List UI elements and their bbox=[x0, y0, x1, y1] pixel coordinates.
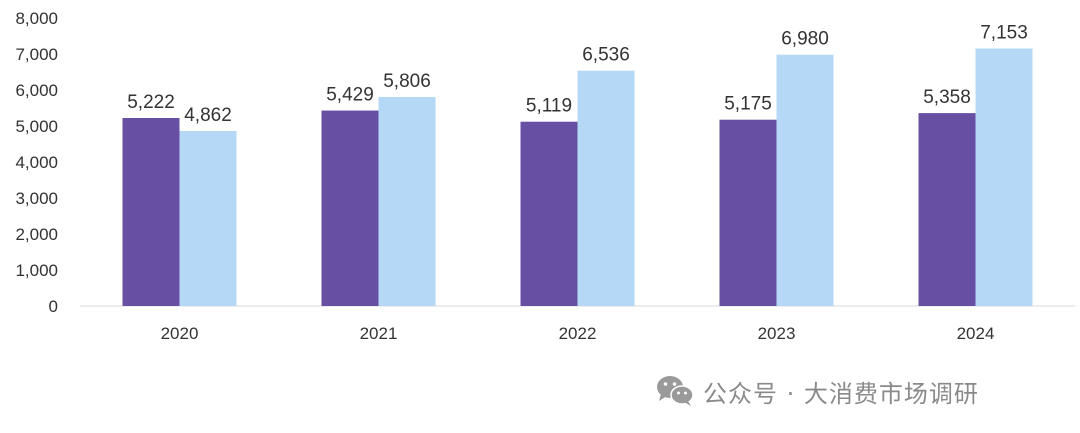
data-label: 5,429 bbox=[326, 85, 374, 106]
data-label: 7,153 bbox=[980, 22, 1028, 43]
data-label: 6,536 bbox=[582, 45, 630, 66]
x-category-label: 2021 bbox=[360, 324, 398, 343]
bar-2021-series-2 bbox=[378, 96, 436, 306]
bar-2024-series-2 bbox=[975, 48, 1033, 306]
y-tick-label: 0 bbox=[49, 297, 58, 316]
x-category-label: 2020 bbox=[161, 324, 199, 343]
y-tick-label: 1,000 bbox=[15, 261, 58, 280]
data-label: 5,119 bbox=[526, 96, 572, 117]
bars bbox=[122, 48, 1033, 307]
y-tick-label: 8,000 bbox=[15, 9, 58, 28]
watermark: 公众号 · 大消费市场调研 bbox=[655, 371, 979, 411]
bar-2023-series-2 bbox=[776, 54, 834, 306]
data-label: 5,358 bbox=[923, 87, 971, 108]
data-labels: 5,222 4,862 5,429 5,806 5,119 6,536 5,175 6,980… bbox=[127, 22, 1028, 125]
bar-2024-series-1 bbox=[918, 113, 976, 306]
y-tick-label: 2,000 bbox=[15, 225, 58, 244]
y-tick-label: 7,000 bbox=[15, 45, 58, 64]
bar-2022-series-2 bbox=[577, 70, 635, 306]
y-axis-ticks: 0 1,000 2,000 3,000 4,000 5,000 6,000 7,000 8,00… bbox=[15, 9, 58, 316]
bar-2020-series-2 bbox=[179, 130, 237, 306]
y-tick-label: 4,000 bbox=[15, 153, 58, 172]
data-label: 4,862 bbox=[184, 105, 232, 126]
data-label: 5,806 bbox=[383, 71, 431, 92]
x-category-label: 2022 bbox=[559, 324, 597, 343]
data-label: 6,980 bbox=[781, 29, 829, 50]
bar-2021-series-1 bbox=[321, 110, 379, 306]
data-label: 5,222 bbox=[127, 92, 175, 113]
bar-2022-series-1 bbox=[520, 121, 578, 306]
y-tick-label: 3,000 bbox=[15, 189, 58, 208]
data-label: 5,175 bbox=[724, 94, 772, 115]
y-tick-label: 6,000 bbox=[15, 81, 58, 100]
x-axis-categories: 2020 2021 2022 2023 2024 bbox=[161, 324, 995, 343]
bar-2023-series-1 bbox=[719, 119, 777, 306]
watermark-text: 公众号 · 大消费市场调研 bbox=[703, 379, 979, 408]
y-tick-label: 5,000 bbox=[15, 117, 58, 136]
bar-2020-series-1 bbox=[122, 118, 180, 307]
wechat-icon bbox=[657, 376, 694, 406]
x-category-label: 2023 bbox=[758, 324, 796, 343]
x-category-label: 2024 bbox=[957, 324, 995, 343]
